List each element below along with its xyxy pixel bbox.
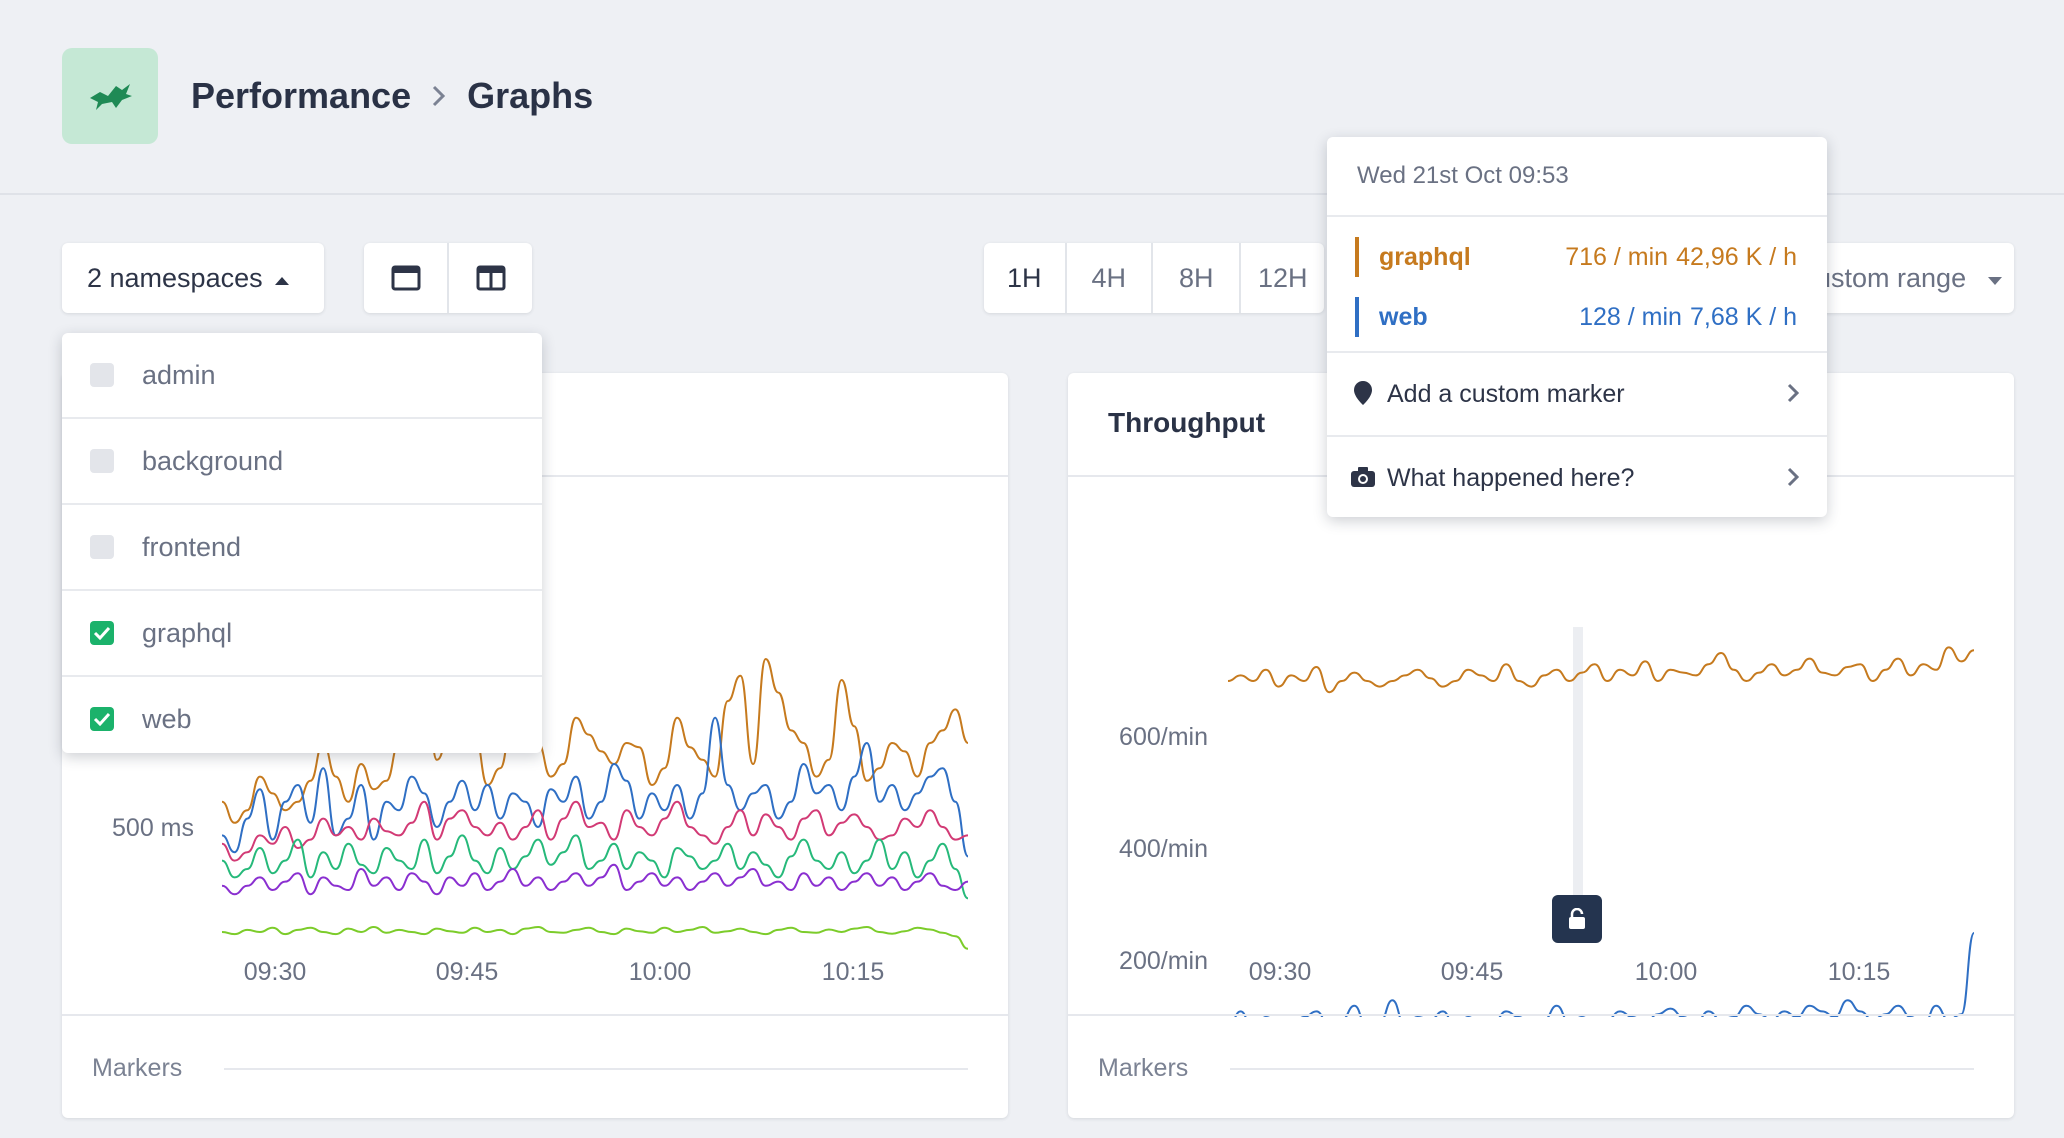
x-tick-label: 09:30 — [244, 958, 307, 986]
breadcrumb-section[interactable]: Performance — [191, 75, 412, 116]
tooltip-row-web: web 128 / min 7,68 K / h — [1355, 297, 1797, 337]
markers-row: Markers — [1068, 1014, 2014, 1118]
series-line-graphql — [1227, 646, 1975, 694]
per-min-value: 128 / min — [1579, 302, 1682, 331]
lock-icon — [1569, 908, 1585, 929]
time-range-group: 1H 4H 8H 12H — [984, 243, 1324, 313]
bird-icon — [90, 84, 132, 110]
y-tick-label: 600/min — [1119, 723, 1208, 751]
range-4h-button[interactable]: 4H — [1067, 243, 1154, 313]
per-hour-value: 7,68 K / h — [1689, 302, 1797, 331]
hover-tooltip: Wed 21st Oct 09:53 graphql 716 / min 42,… — [1327, 137, 1827, 517]
x-tick-label: 10:00 — [1635, 958, 1698, 986]
check-icon — [93, 626, 111, 640]
markers-label: Markers — [1098, 1054, 1189, 1082]
namespace-option-background[interactable]: background — [62, 419, 542, 505]
split-layout-button[interactable] — [447, 243, 532, 313]
y-tick-label: 400/min — [1119, 835, 1208, 863]
series-color-bar — [1355, 237, 1359, 277]
x-tick-label: 10:15 — [822, 958, 885, 986]
option-label: graphql — [142, 617, 233, 648]
response-time-chart[interactable]: 09:30 09:45 10:00 10:15 500 ms — [62, 477, 1008, 1017]
range-1h-button[interactable]: 1H — [984, 243, 1067, 313]
series-line-3 — [221, 834, 969, 900]
option-label: background — [142, 445, 284, 476]
markers-track[interactable] — [224, 1068, 968, 1070]
series-line-4 — [221, 863, 969, 896]
caret-down-icon — [1986, 263, 2004, 294]
option-label: web — [142, 703, 192, 734]
x-tick-label: 10:15 — [1828, 958, 1891, 986]
chevron-right-icon — [1787, 465, 1800, 494]
split-panel-icon — [476, 265, 505, 291]
x-tick-label: 09:45 — [1441, 958, 1504, 986]
series-color-bar — [1355, 297, 1359, 337]
what-happened-button[interactable]: What happened here? — [1327, 437, 1827, 519]
map-pin-icon — [1349, 379, 1377, 407]
tooltip-row-graphql: graphql 716 / min 42,96 K / h — [1355, 237, 1797, 277]
markers-track[interactable] — [1230, 1068, 1974, 1070]
page-header: Performance Graphs — [0, 0, 2064, 195]
per-hour-value: 42,96 K / h — [1676, 242, 1797, 271]
layout-toggle — [364, 243, 532, 313]
breadcrumb: Performance Graphs — [191, 72, 593, 120]
add-custom-marker-button[interactable]: Add a custom marker — [1327, 353, 1827, 437]
app-logo[interactable] — [62, 48, 158, 144]
option-label: admin — [142, 359, 216, 390]
series-line-0 — [221, 594, 969, 824]
namespaces-dropdown-button[interactable]: 2 namespaces — [62, 243, 324, 313]
single-layout-button[interactable] — [364, 243, 447, 313]
series-name: web — [1379, 302, 1428, 331]
series-line-2 — [221, 800, 969, 862]
range-12h-button[interactable]: 12H — [1257, 262, 1308, 293]
tooltip-series: graphql 716 / min 42,96 K / h web 128 / … — [1327, 217, 1827, 353]
action-label: What happened here? — [1387, 463, 1635, 492]
namespace-option-frontend[interactable]: frontend — [62, 505, 542, 591]
checkbox-checked[interactable] — [90, 707, 114, 731]
page-title: Graphs — [467, 75, 594, 116]
series-line-5 — [221, 925, 969, 950]
tooltip-date: Wed 21st Oct 09:53 — [1327, 137, 1827, 217]
custom-range-label: ustom range — [1816, 262, 1967, 293]
caret-up-icon — [273, 263, 291, 294]
throughput-chart[interactable]: 09:30 09:45 10:00 10:15 600/min 400/min 200/mi… — [1068, 477, 2014, 1017]
namespace-option-web[interactable]: web — [62, 677, 542, 761]
chevron-right-icon — [431, 84, 447, 108]
y-tick-label: 500 ms — [112, 814, 194, 842]
single-panel-icon — [391, 265, 420, 291]
check-icon — [93, 712, 111, 726]
checkbox-checked[interactable] — [90, 621, 114, 645]
action-label: Add a custom marker — [1387, 379, 1625, 408]
markers-row: Markers — [62, 1014, 1008, 1118]
range-8h-button[interactable]: 8H — [1153, 243, 1242, 313]
namespace-option-graphql[interactable]: graphql — [62, 591, 542, 677]
lock-hover-button[interactable] — [1552, 895, 1602, 943]
series-line-web — [1234, 932, 1975, 1017]
per-min-value: 716 / min — [1565, 242, 1669, 271]
panel-title: Throughput — [1108, 407, 1266, 438]
namespaces-button-label: 2 namespaces — [87, 262, 263, 293]
x-tick-label: 09:45 — [436, 958, 499, 986]
series-line-1 — [221, 716, 969, 858]
checkbox[interactable] — [90, 449, 114, 473]
markers-label: Markers — [92, 1054, 183, 1082]
namespaces-dropdown: admin background frontend graphql web — [62, 333, 542, 753]
checkbox[interactable] — [90, 363, 114, 387]
option-label: frontend — [142, 531, 242, 562]
y-tick-label: 200/min — [1119, 947, 1208, 975]
custom-range-button[interactable]: ustom range — [1800, 243, 2014, 313]
camera-icon — [1349, 463, 1377, 491]
namespace-option-admin[interactable]: admin — [62, 333, 542, 419]
series-name: graphql — [1379, 242, 1471, 271]
x-tick-label: 09:30 — [1249, 958, 1312, 986]
checkbox[interactable] — [90, 535, 114, 559]
x-tick-label: 10:00 — [629, 958, 692, 986]
chevron-right-icon — [1787, 381, 1800, 410]
